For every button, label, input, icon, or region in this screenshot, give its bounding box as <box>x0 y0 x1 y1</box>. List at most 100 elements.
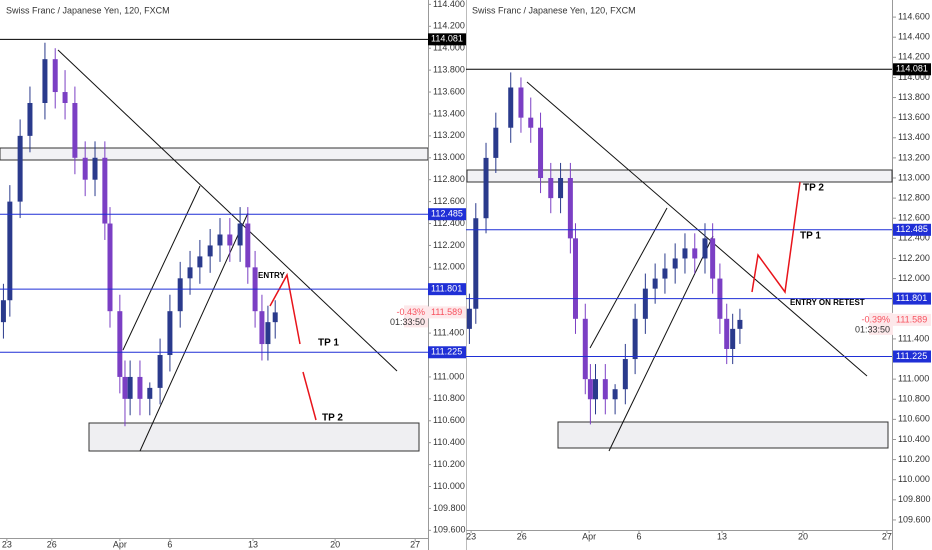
y-tick-label: 113.800 <box>433 65 465 75</box>
candle-body <box>62 92 68 103</box>
candle-body <box>730 328 736 349</box>
y-tick-label: 110.800 <box>898 394 930 404</box>
candle-body <box>582 318 588 380</box>
y-tick-label: 110.000 <box>898 474 930 484</box>
chart-title: Swiss Franc / Japanese Yen, 120, FXCM <box>6 5 170 15</box>
candle-body <box>493 127 499 158</box>
price-tag-label: 112.485 <box>431 209 463 219</box>
current-price-label: 111.589 <box>896 314 927 324</box>
candle-body <box>652 278 658 289</box>
y-tick-label: 109.800 <box>433 503 466 513</box>
y-tick-label: 114.200 <box>898 52 930 62</box>
trend-line <box>526 81 868 377</box>
candle-body <box>197 256 203 268</box>
candle-body <box>538 127 544 179</box>
y-tick-label: 112.600 <box>898 213 930 223</box>
channel-line <box>139 212 249 452</box>
candle-body <box>567 178 573 239</box>
y-tick-label: 113.000 <box>898 172 930 182</box>
price-tag <box>428 346 466 359</box>
x-tick-label: 23 <box>2 539 12 549</box>
y-tick-label: 113.200 <box>898 152 930 162</box>
y-tick-label: 112.400 <box>898 233 930 243</box>
candle-body <box>7 201 13 301</box>
candle-body <box>237 223 243 246</box>
candle-body <box>587 379 593 400</box>
y-tick-label: 113.800 <box>898 92 930 102</box>
y-tick-label: 113.400 <box>433 108 465 118</box>
x-tick-label: 23 <box>466 531 476 541</box>
candle-body <box>177 278 183 312</box>
annotation: TP 1 <box>318 338 339 349</box>
price-tag-label: 111.225 <box>431 347 462 357</box>
candle-body <box>157 355 163 388</box>
candle-body <box>72 102 78 158</box>
x-tick-label: 6 <box>167 539 172 549</box>
price-tag <box>428 306 466 319</box>
countdown: 01:33:50 <box>855 324 890 334</box>
candle-body <box>217 234 223 246</box>
price-tag <box>428 33 466 46</box>
price-change: -0.39% <box>861 314 890 324</box>
candle-body <box>122 376 128 399</box>
y-tick-label: 109.800 <box>898 494 931 504</box>
price-tag-label: 111.225 <box>896 351 927 361</box>
y-tick-label: 112.000 <box>898 273 930 283</box>
x-tick-label: 27 <box>882 531 892 541</box>
candle-body <box>558 178 564 199</box>
candle-body <box>548 178 554 199</box>
y-tick-label: 114.400 <box>898 32 930 42</box>
candle-body <box>0 300 6 323</box>
y-tick-label: 111.400 <box>433 327 464 337</box>
price-tag <box>428 208 466 221</box>
price-tag-label: 112.485 <box>896 224 928 234</box>
candle-body <box>593 379 599 400</box>
projection-path <box>302 371 317 421</box>
candle-body <box>272 312 278 323</box>
candle-body <box>572 238 578 319</box>
annotation: TP 2 <box>322 413 343 424</box>
candle-body <box>107 223 113 312</box>
candle-body <box>672 258 678 269</box>
x-tick-label: 20 <box>330 539 340 549</box>
y-tick-label: 113.600 <box>898 112 930 122</box>
candle-body <box>737 319 743 329</box>
y-tick-label: 110.000 <box>433 481 465 491</box>
y-tick-label: 114.000 <box>898 72 930 82</box>
projection-path <box>751 181 801 294</box>
x-tick-label: Apr <box>113 539 127 549</box>
candle-body <box>137 376 143 399</box>
candle-body <box>82 157 88 180</box>
price-tag <box>893 63 931 76</box>
candle-body <box>473 218 479 309</box>
candle-body <box>483 157 489 219</box>
candle-body <box>265 322 271 345</box>
candle-body <box>227 234 233 246</box>
candle-body <box>682 248 688 259</box>
demand-zone <box>557 421 889 449</box>
y-tick-label: 113.600 <box>433 86 465 96</box>
candle-body <box>127 376 133 399</box>
y-tick-label: 110.400 <box>898 434 930 444</box>
x-tick-label: 26 <box>517 531 527 541</box>
y-tick-label: 110.800 <box>433 393 465 403</box>
y-tick-label: 111.000 <box>898 374 929 384</box>
supply-zone <box>466 169 893 183</box>
price-tag-label: 114.081 <box>431 34 463 44</box>
candle-body <box>642 288 648 319</box>
candle-body <box>27 102 33 136</box>
y-tick-label: 110.400 <box>433 437 465 447</box>
price-tag-label: 114.081 <box>896 64 928 74</box>
price-tag-label: 111.801 <box>896 293 927 303</box>
candle-body <box>117 311 123 377</box>
candle-body <box>724 318 730 349</box>
candle-body <box>602 379 608 400</box>
price-tag-label: 111.801 <box>431 284 462 294</box>
current-price-bg <box>869 312 893 335</box>
candle-body <box>52 59 58 93</box>
candle-body <box>245 223 251 268</box>
y-tick-label: 114.200 <box>433 21 465 31</box>
price-tag <box>893 292 931 305</box>
x-tick-label: Apr <box>582 531 596 541</box>
